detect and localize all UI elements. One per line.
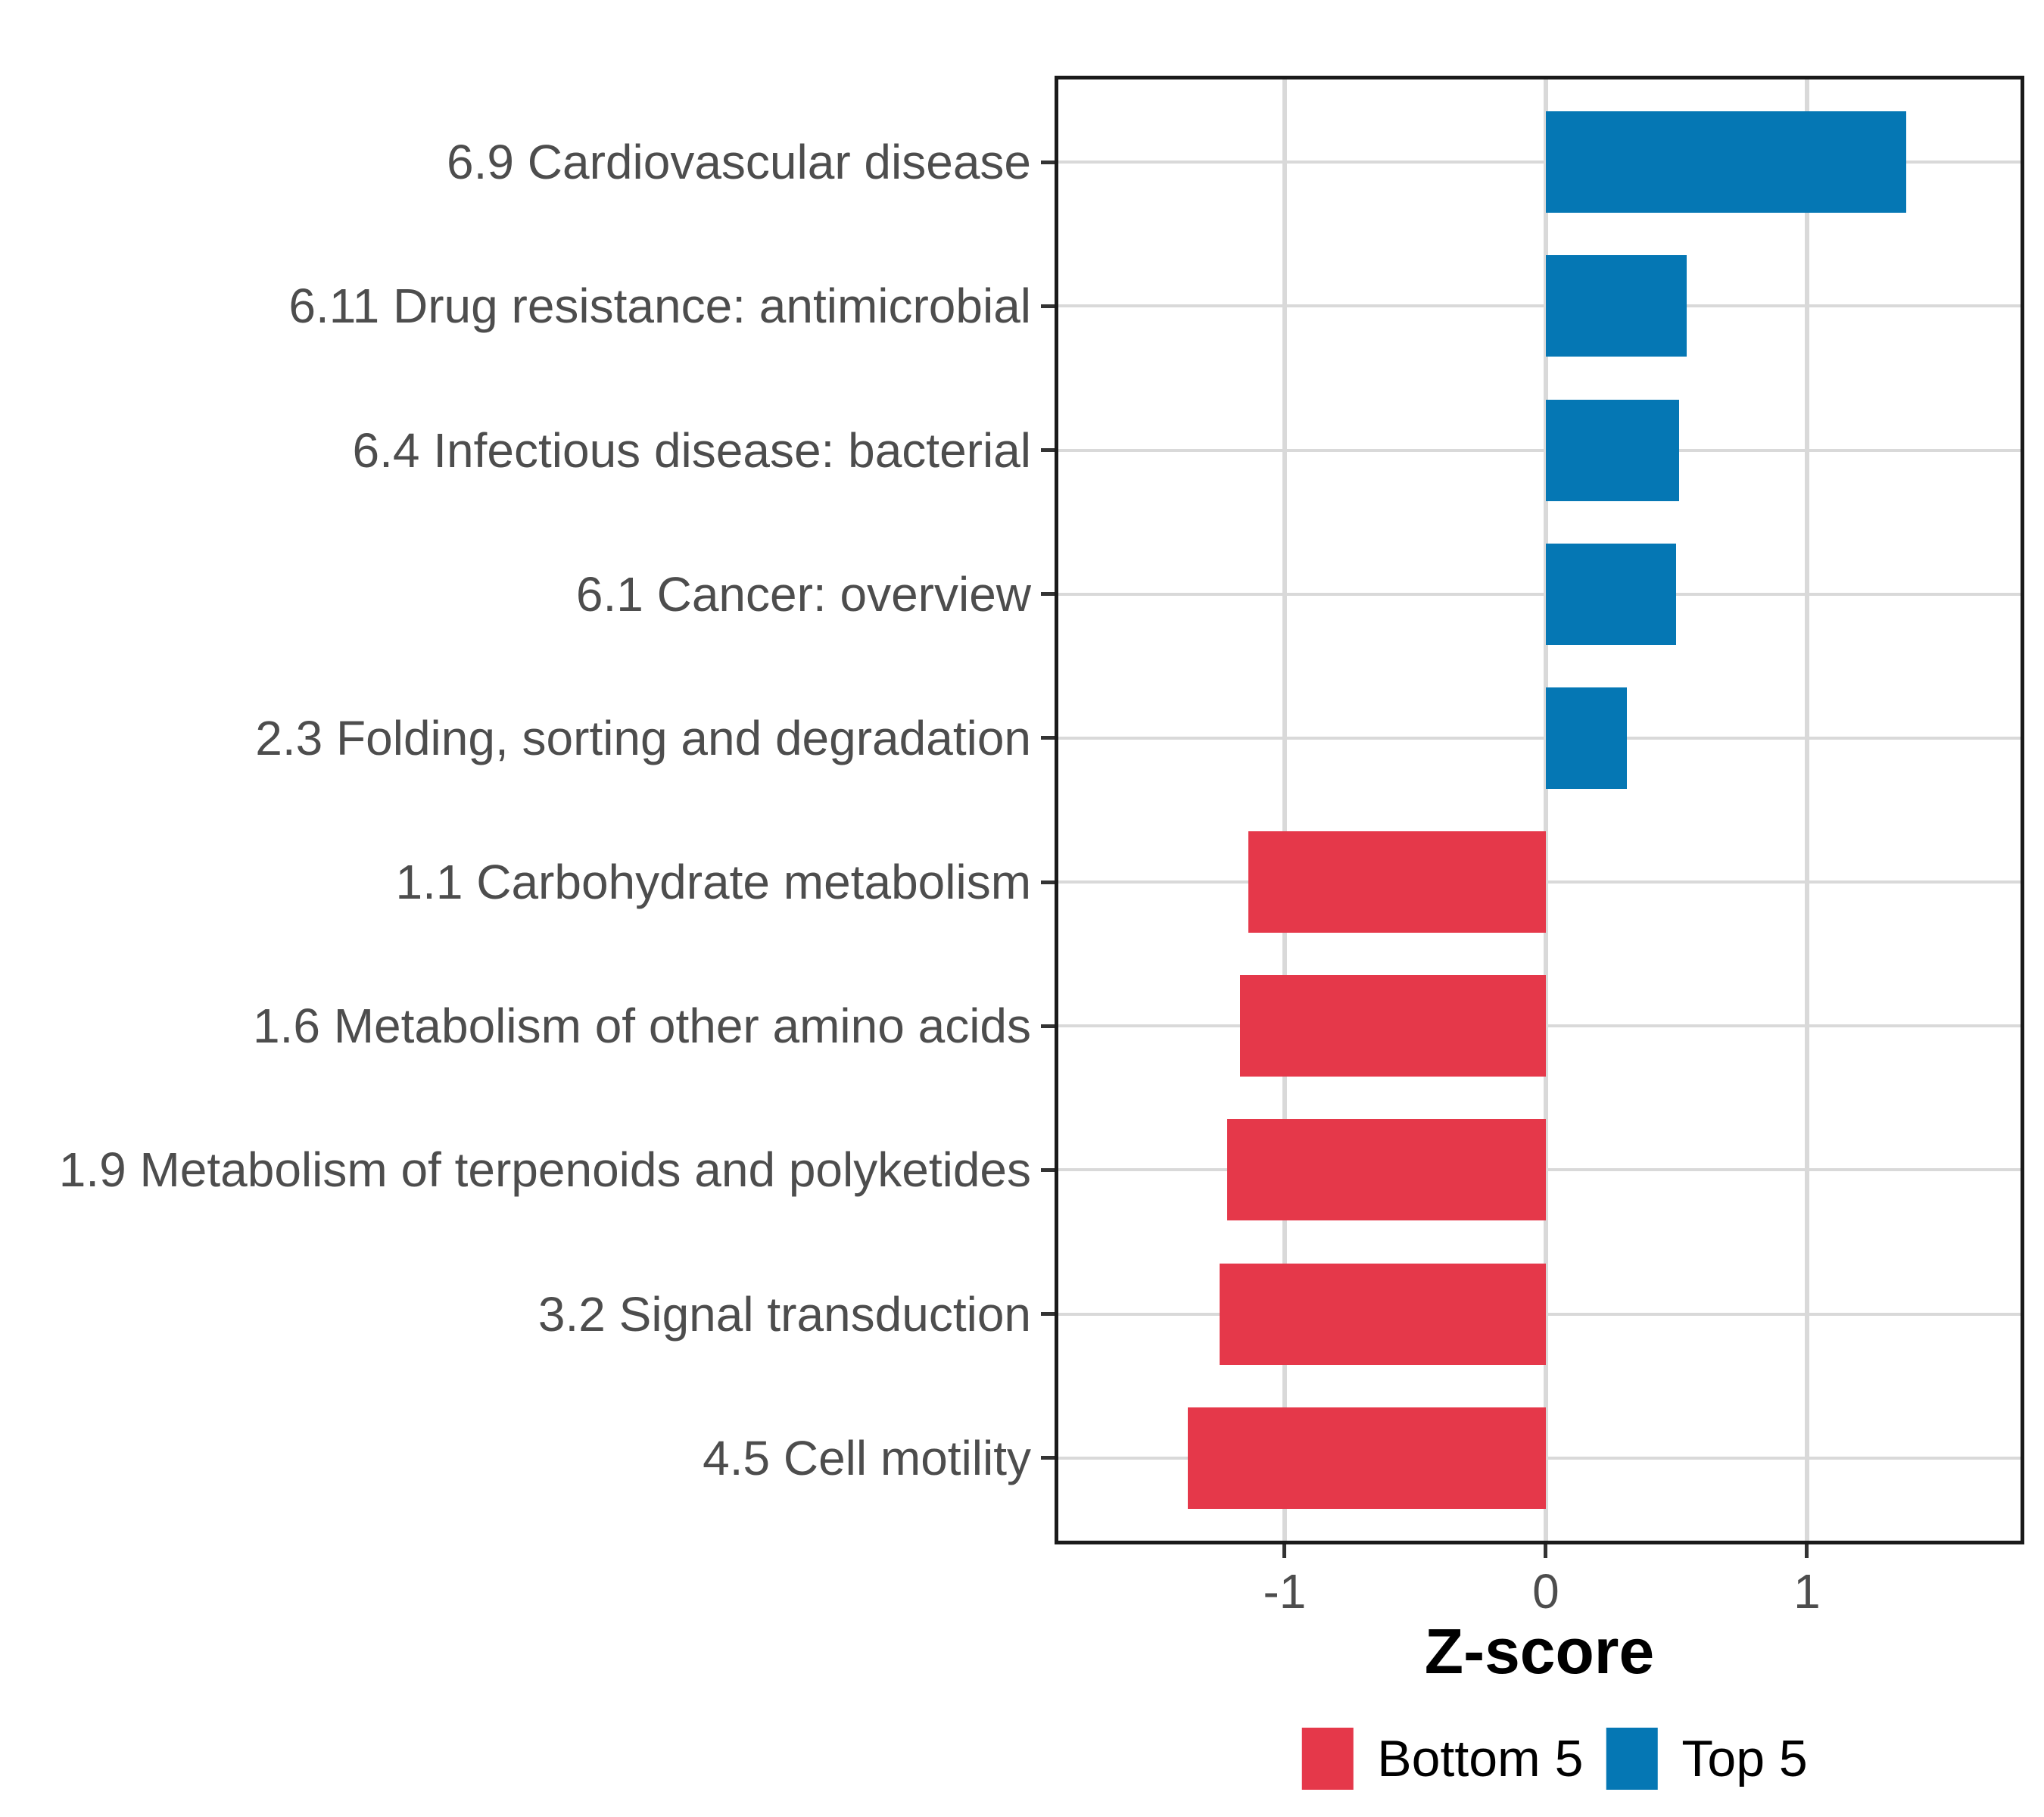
gridline-row-0: [1055, 161, 2024, 164]
legend-label-bottom5: Bottom 5: [1377, 1730, 1584, 1787]
y-axis-label-5: 1.1 Carbohydrate metabolism: [395, 855, 1031, 910]
x-tick--1: [1282, 1544, 1287, 1558]
y-axis-label-6: 1.6 Metabolism of other amino acids: [252, 999, 1031, 1054]
y-tick-5: [1041, 880, 1055, 884]
y-axis-label-3: 6.1 Cancer: overview: [575, 566, 1031, 622]
x-tick-1: [1805, 1544, 1809, 1558]
y-tick-7: [1041, 1167, 1055, 1172]
bar-1: [1545, 255, 1687, 357]
y-axis-label-2: 6.4 Infectious disease: bacterial: [352, 422, 1031, 478]
x-axis-title: Z-score: [1424, 1616, 1655, 1687]
y-axis-label-9: 4.5 Cell motility: [703, 1430, 1031, 1485]
y-tick-3: [1041, 592, 1055, 597]
gridline-row-1: [1055, 304, 2024, 308]
y-tick-2: [1041, 448, 1055, 452]
y-axis-label-4: 2.3 Folding, sorting and degradation: [255, 710, 1031, 765]
y-tick-4: [1041, 736, 1055, 740]
y-tick-9: [1041, 1456, 1055, 1460]
gridline-x-0: [1543, 76, 1548, 1544]
bar-7: [1227, 1119, 1546, 1221]
gridline-x-1: [1804, 76, 1809, 1544]
legend-item-top5: Top 5: [1606, 1728, 1808, 1790]
gridline-row-3: [1055, 592, 2024, 596]
gridline-row-4: [1055, 736, 2024, 740]
gridline-x--1: [1282, 76, 1287, 1544]
legend: Bottom 5 Top 5: [1301, 1728, 1808, 1790]
legend-item-bottom5: Bottom 5: [1301, 1728, 1583, 1790]
legend-swatch-top5: [1606, 1728, 1658, 1790]
bar-2: [1545, 399, 1679, 501]
x-tick-label--1: -1: [1263, 1564, 1307, 1619]
y-tick-8: [1041, 1312, 1055, 1317]
x-tick-0: [1544, 1544, 1548, 1558]
legend-label-top5: Top 5: [1681, 1730, 1808, 1787]
y-tick-6: [1041, 1024, 1055, 1028]
bar-8: [1219, 1263, 1546, 1365]
y-axis-label-0: 6.9 Cardiovascular disease: [447, 135, 1031, 190]
bar-3: [1545, 543, 1677, 645]
x-tick-label-0: 0: [1532, 1564, 1559, 1619]
bar-5: [1248, 831, 1546, 933]
bar-9: [1188, 1407, 1546, 1509]
plot-panel: [1055, 76, 2024, 1544]
bar-4: [1545, 687, 1627, 789]
gridline-row-2: [1055, 448, 2024, 452]
legend-swatch-bottom5: [1301, 1728, 1354, 1790]
x-tick-label-1: 1: [1793, 1564, 1821, 1619]
y-tick-0: [1041, 160, 1055, 164]
y-tick-1: [1041, 304, 1055, 308]
y-axis-label-1: 6.11 Drug resistance: antimicrobial: [288, 279, 1031, 334]
y-axis-label-8: 3.2 Signal transduction: [537, 1286, 1031, 1342]
y-axis-label-7: 1.9 Metabolism of terpenoids and polyket…: [58, 1142, 1031, 1198]
bar-6: [1240, 975, 1546, 1077]
bar-0: [1545, 111, 1907, 213]
